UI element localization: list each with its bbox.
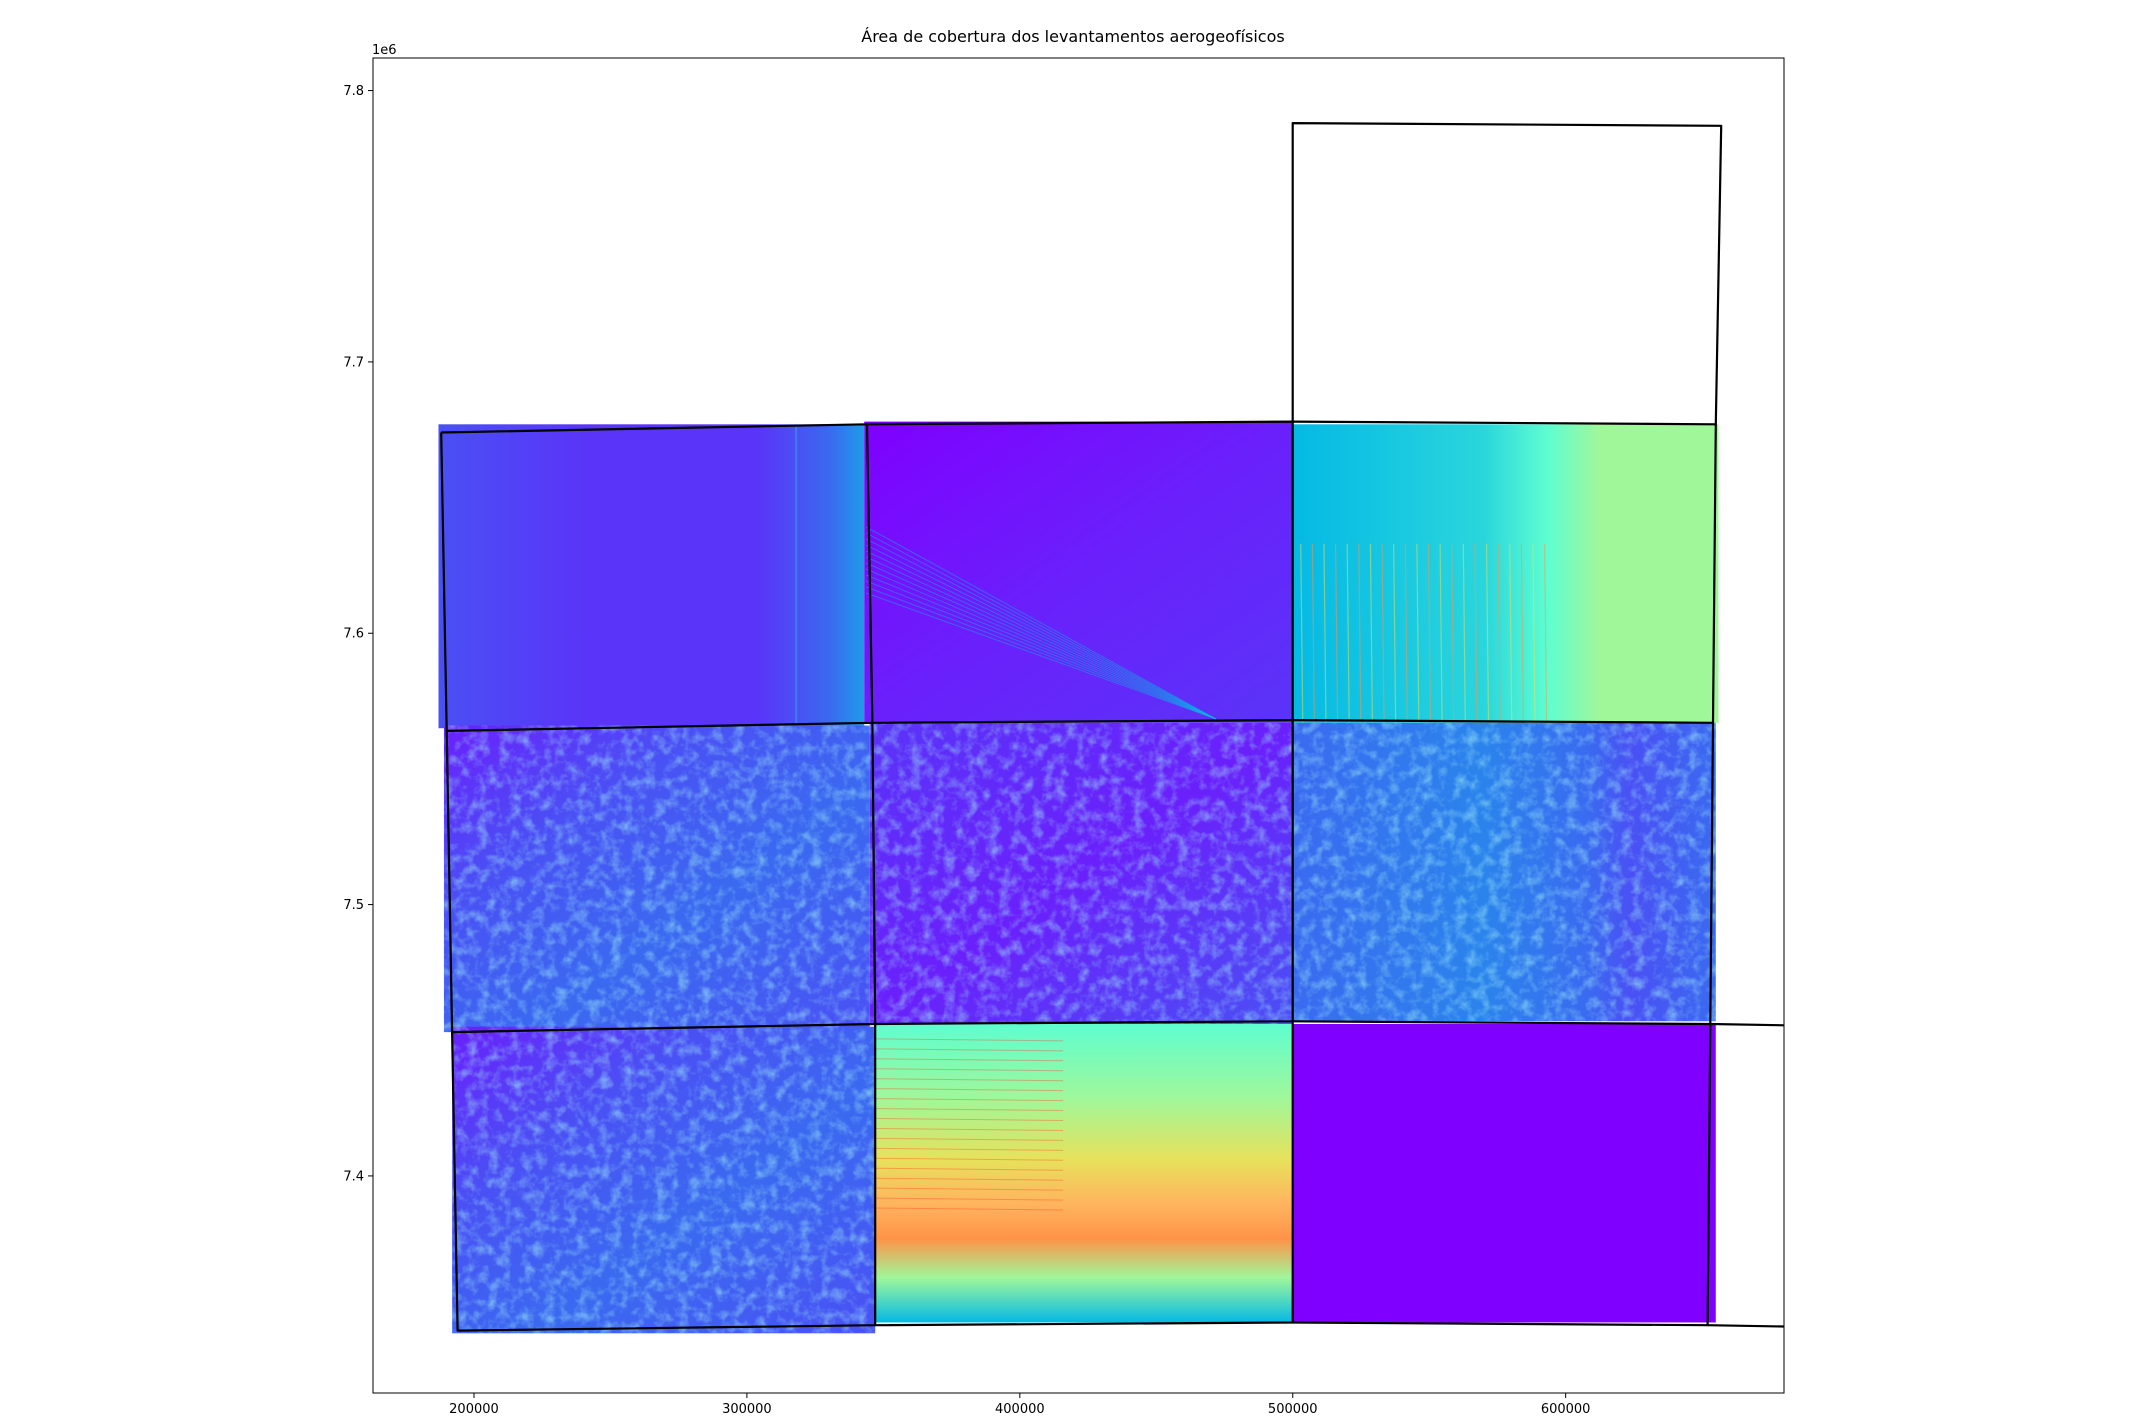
survey-boundary-4 [1291, 121, 1723, 425]
raster-tile-n [864, 421, 1293, 723]
x-tick-label: 300000 [722, 1402, 772, 1417]
raster-tile-c [869, 722, 1293, 1024]
raster-tile-w [443, 725, 870, 1033]
survey-boundary-12 [1707, 1324, 1784, 1328]
y-tick-label: 7.7 [343, 355, 364, 370]
y-axis-offset-label: 1e6 [372, 43, 397, 58]
raster-tile-se [1292, 1023, 1716, 1323]
y-tick-label: 7.5 [343, 898, 364, 913]
x-axis: 200000 300000 400000 500000 600000 [449, 1393, 1590, 1417]
survey-boundary-3 [1292, 420, 1717, 724]
survey-boundaries [440, 121, 1784, 1332]
survey-boundary-2 [866, 420, 1294, 724]
raster-tile-sw [452, 1026, 876, 1334]
raster-tiles [438, 421, 1719, 1334]
raster-tile-s [875, 1023, 1293, 1323]
plot-frame [372, 57, 1785, 1394]
raster-tile-ne [1292, 424, 1719, 723]
y-tick-label: 7.8 [343, 84, 364, 99]
chart-title: Área de cobertura dos levantamentos aero… [861, 27, 1284, 46]
x-tick-label: 200000 [449, 1402, 499, 1417]
y-tick-label: 7.4 [343, 1169, 364, 1184]
survey-boundary-5 [445, 722, 877, 1034]
x-tick-label: 400000 [995, 1402, 1045, 1417]
raster-tile-nw [438, 424, 865, 729]
x-tick-label: 500000 [1268, 1402, 1318, 1417]
raster-tile-e [1292, 722, 1716, 1022]
survey-boundary-8 [451, 1024, 877, 1332]
x-tick-label: 600000 [1541, 1402, 1591, 1417]
survey-boundary-11 [1710, 1022, 1784, 1027]
y-axis: 7.4 7.5 7.6 7.7 7.8 [343, 84, 373, 1184]
y-tick-label: 7.6 [343, 627, 364, 642]
